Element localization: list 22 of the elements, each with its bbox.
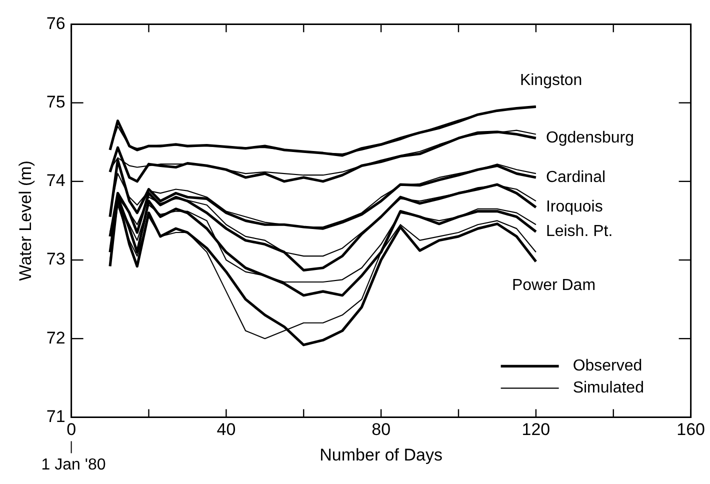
x-tick-label: 40 [216,420,236,440]
x-tick-label: 160 [676,420,706,440]
y-tick-label: 72 [46,328,66,348]
annotation: Power Dam [512,276,596,294]
y-tick-label: 71 [46,406,66,426]
x-tick-label: 80 [372,420,391,440]
x-axis-title: Number of Days [320,445,442,464]
annotation: Iroquois [546,198,603,216]
legend-label: Observed [572,358,642,375]
y-tick-label: 75 [46,92,66,112]
y-tick-label: 76 [46,14,66,33]
y-tick-label: 74 [46,171,66,190]
annotation: Ogdensburg [546,130,634,147]
x-tick-label: 120 [522,420,550,440]
x-tick-label: 0 [66,420,76,440]
annotation: Kingston [520,72,582,90]
legend-label: Simulated [572,380,644,397]
annotation: Cardinal [546,168,606,186]
y-tick-label: 73 [46,250,66,269]
y-axis-title: Water Level (m) [16,160,35,281]
text: 1 Jan '80 [41,456,106,474]
annotation: Leish. Pt. [546,223,613,240]
